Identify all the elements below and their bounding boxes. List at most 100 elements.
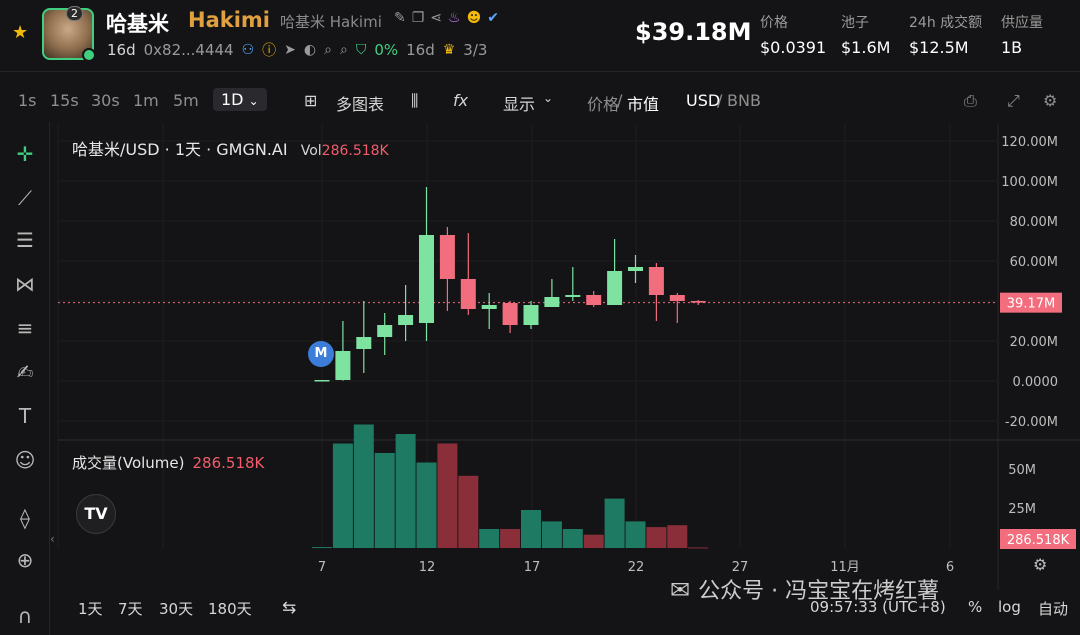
candle-body bbox=[502, 303, 518, 325]
token-address[interactable]: 0x82...4444 bbox=[143, 41, 234, 59]
range-30d[interactable]: 30天 bbox=[159, 600, 194, 618]
crown-icon: ♛ bbox=[442, 42, 456, 58]
price-mcap-slash: / bbox=[617, 91, 623, 110]
volume-bar bbox=[395, 434, 416, 548]
volume-bar bbox=[458, 475, 479, 548]
drawing-toolbar: ✛ ⟋ ☰ ⋈ ≡ ✍ T ☺ ⟠ ⊕ ∩ ‹ bbox=[0, 122, 55, 635]
axis-settings-icon[interactable]: ⚙ bbox=[1033, 555, 1048, 574]
range-1d[interactable]: 1天 bbox=[78, 600, 103, 618]
pool-label: 池子 bbox=[841, 15, 869, 31]
chart-toolbar: 1s 15s 30s 1m 5m 1D ⌄ ⊞ 多图表 ⫼ fx 显示 ⌄ 价格… bbox=[0, 84, 1080, 118]
mcap-toggle[interactable]: 市值 bbox=[627, 95, 660, 114]
log-toggle[interactable]: log bbox=[998, 598, 1021, 616]
volume-tick-label: 50M bbox=[1008, 463, 1036, 478]
usd-toggle[interactable]: USD bbox=[686, 91, 721, 110]
pattern-icon[interactable]: ⋈ bbox=[15, 272, 35, 296]
candle-body bbox=[669, 295, 685, 301]
date-range-icon[interactable]: ⇆ bbox=[282, 598, 297, 618]
tf-5m[interactable]: 5m bbox=[173, 91, 199, 110]
edit-icon[interactable]: ✎ bbox=[394, 10, 406, 26]
x-tick-label: 17 bbox=[524, 560, 541, 575]
horizontal-lines-icon[interactable]: ☰ bbox=[16, 228, 34, 252]
plus-box-icon[interactable]: ⊞ bbox=[304, 91, 318, 110]
bnb-toggle[interactable]: BNB bbox=[727, 91, 761, 110]
verify-icon[interactable]: ✔ bbox=[487, 10, 499, 26]
community-icon[interactable]: ☻ bbox=[466, 10, 482, 26]
warning-icon[interactable]: ⓘ bbox=[262, 43, 277, 59]
candle-body bbox=[356, 337, 372, 349]
range-7d[interactable]: 7天 bbox=[118, 600, 143, 618]
volume-bar bbox=[646, 527, 667, 548]
volume-bar bbox=[667, 525, 688, 548]
zoom-in-icon[interactable]: ⊕ bbox=[16, 548, 34, 572]
tf-1s[interactable]: 1s bbox=[18, 91, 37, 110]
volume-tick-label: 25M bbox=[1008, 502, 1036, 517]
candle-body bbox=[607, 271, 623, 305]
candle-body bbox=[648, 267, 664, 295]
settings-gear-icon[interactable]: ⚙ bbox=[1043, 91, 1058, 110]
collapse-toolbar-icon[interactable]: ‹ bbox=[50, 532, 55, 546]
fullscreen-icon[interactable]: ⤢ bbox=[1007, 91, 1020, 110]
share-icon[interactable]: ⋖ bbox=[430, 10, 443, 26]
indicators-fx-button[interactable]: fx bbox=[453, 91, 469, 110]
migration-marker[interactable]: M bbox=[308, 341, 334, 367]
token-avatar[interactable]: 2 bbox=[42, 6, 96, 62]
watermark: ✉ 公众号 · 冯宝宝在烤红薯 bbox=[670, 573, 939, 605]
brush-icon[interactable]: ✍ bbox=[16, 360, 34, 384]
fire-icon[interactable]: ♨ bbox=[448, 10, 461, 26]
user-icon[interactable]: ⚇ bbox=[241, 42, 255, 58]
display-menu[interactable]: 显示 bbox=[503, 95, 536, 114]
candle-type-icon[interactable]: ⫼ bbox=[411, 91, 419, 110]
tradingview-logo[interactable]: TV bbox=[76, 494, 116, 534]
tf-15s[interactable]: 15s bbox=[50, 91, 79, 110]
price-tick-label: -20.00M bbox=[1005, 415, 1058, 430]
multi-chart-button[interactable]: 多图表 bbox=[336, 95, 385, 114]
volume-pane-title: 成交量(Volume) 286.518K bbox=[72, 452, 264, 473]
volume-value: 286.518K bbox=[192, 454, 265, 472]
volume24-stat: 24h 成交额 $12.5M bbox=[909, 12, 982, 57]
volume24-label: 24h 成交额 bbox=[909, 15, 983, 31]
token-name-en: Hakimi bbox=[188, 8, 270, 32]
text-icon[interactable]: T bbox=[18, 404, 32, 428]
crosshair-icon[interactable]: ✛ bbox=[16, 142, 34, 166]
percent-toggle[interactable]: % bbox=[968, 598, 983, 616]
magnet-icon[interactable]: ∩ bbox=[17, 604, 33, 628]
trendline-icon[interactable]: ⟋ bbox=[18, 186, 32, 210]
supply-stat: 供应量 1B bbox=[1001, 12, 1043, 57]
volume-bar bbox=[562, 529, 583, 548]
holder-age: 16d bbox=[406, 41, 435, 59]
candle-body bbox=[335, 351, 351, 380]
camera-icon[interactable]: ⎙ bbox=[964, 91, 977, 110]
wechat-icon: ✉ bbox=[670, 576, 691, 604]
website-icon[interactable]: ◐ bbox=[303, 42, 317, 58]
vol-label: Vol bbox=[300, 143, 322, 159]
supply-label: 供应量 bbox=[1001, 15, 1043, 31]
candle-body bbox=[628, 267, 643, 271]
emoji-icon[interactable]: ☺ bbox=[14, 448, 36, 472]
ruler-icon[interactable]: ⟠ bbox=[20, 506, 30, 530]
volume-bar bbox=[583, 534, 604, 548]
price-tick-label: 100.00M bbox=[1001, 175, 1058, 190]
verified-leaf-icon bbox=[82, 48, 96, 62]
twitter-search-icon[interactable]: ⌕ bbox=[324, 42, 332, 58]
range-180d[interactable]: 180天 bbox=[208, 600, 252, 618]
volume-bar bbox=[312, 547, 332, 549]
tf-30s[interactable]: 30s bbox=[91, 91, 120, 110]
volume-bar bbox=[541, 521, 562, 548]
auto-toggle[interactable]: 自动 bbox=[1038, 600, 1069, 618]
price-toggle[interactable]: 价格 bbox=[587, 95, 620, 114]
tf-1m[interactable]: 1m bbox=[133, 91, 159, 110]
token-name-cn: 哈基米 bbox=[106, 12, 169, 36]
tf-1d-dropdown[interactable]: 1D ⌄ bbox=[213, 88, 267, 111]
fib-icon[interactable]: ≡ bbox=[16, 316, 34, 340]
x-tick-label: 22 bbox=[628, 560, 645, 575]
favorite-star-icon[interactable]: ★ bbox=[12, 22, 29, 43]
search-icon[interactable]: ⌕ bbox=[339, 42, 348, 58]
avatar-badge: 2 bbox=[66, 6, 83, 21]
copy-icon[interactable]: ❐ bbox=[411, 10, 425, 26]
security-score: 3/3 bbox=[463, 41, 488, 59]
candle-body bbox=[544, 297, 560, 307]
candle-body bbox=[690, 301, 706, 303]
token-meta-row: 16d 0x82...4444 ⚇ ⓘ ➤ ◐ ⌕ ⌕ ⛉ 0% 16d ♛ 3… bbox=[107, 40, 487, 60]
telegram-icon[interactable]: ➤ bbox=[284, 42, 296, 58]
